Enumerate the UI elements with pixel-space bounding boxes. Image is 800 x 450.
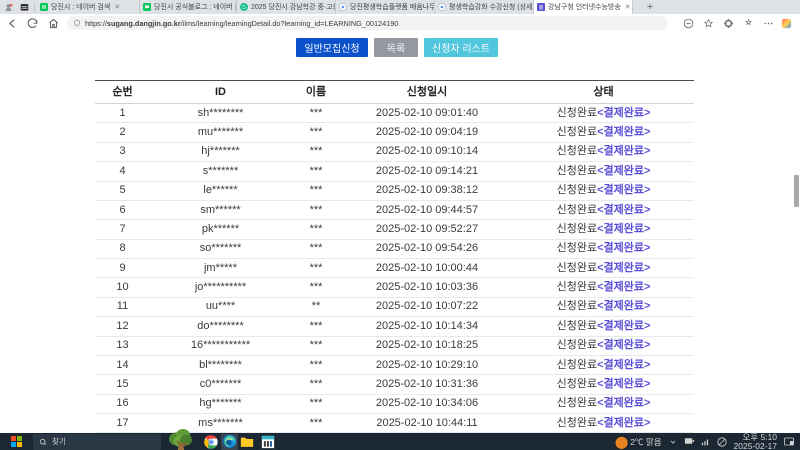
svg-text:N: N: [42, 5, 46, 11]
